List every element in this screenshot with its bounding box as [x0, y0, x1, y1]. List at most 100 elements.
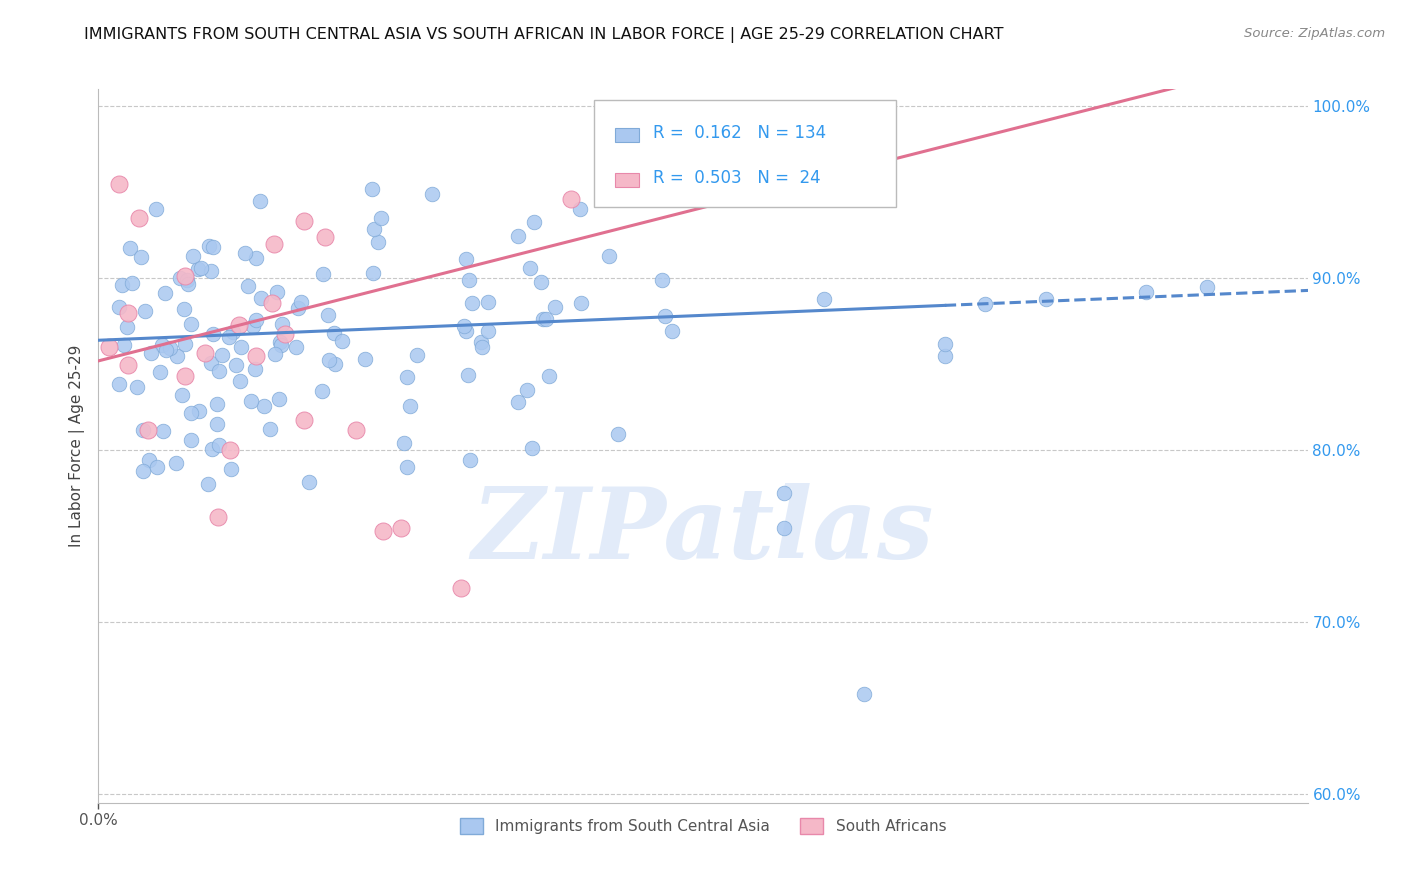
- Point: [450, 581, 472, 595]
- Point: [457, 368, 479, 382]
- Text: R =  0.162   N = 134: R = 0.162 N = 134: [654, 125, 827, 143]
- Point: [228, 318, 250, 332]
- Point: [218, 330, 240, 344]
- Point: [131, 250, 153, 264]
- Point: [274, 326, 297, 341]
- Point: [543, 300, 565, 314]
- Point: [107, 177, 129, 191]
- Point: [396, 460, 419, 475]
- Point: [205, 417, 228, 431]
- Point: [187, 262, 209, 277]
- Point: [519, 261, 541, 276]
- Point: [134, 303, 156, 318]
- Point: [202, 240, 225, 254]
- Point: [853, 688, 876, 702]
- Point: [471, 340, 494, 354]
- Point: [290, 295, 312, 310]
- Point: [661, 324, 683, 338]
- Point: [131, 464, 153, 478]
- Point: [229, 374, 252, 388]
- Y-axis label: In Labor Force | Age 25-29: In Labor Force | Age 25-29: [69, 345, 86, 547]
- Point: [98, 340, 121, 354]
- Point: [165, 456, 187, 470]
- Point: [170, 388, 193, 402]
- Point: [330, 334, 353, 349]
- Point: [219, 442, 242, 457]
- Point: [269, 334, 291, 349]
- Point: [294, 413, 316, 427]
- Point: [198, 238, 221, 252]
- Point: [177, 277, 200, 292]
- Point: [240, 394, 263, 409]
- Point: [236, 278, 259, 293]
- Point: [108, 300, 131, 314]
- Point: [145, 459, 167, 474]
- Point: [183, 249, 205, 263]
- Point: [361, 181, 384, 195]
- Point: [173, 369, 195, 384]
- FancyBboxPatch shape: [595, 100, 897, 207]
- Point: [312, 267, 335, 281]
- Text: ZIPatlas: ZIPatlas: [472, 483, 934, 580]
- Point: [398, 399, 420, 413]
- Point: [176, 273, 198, 287]
- Point: [197, 477, 219, 491]
- Point: [211, 348, 233, 362]
- Point: [772, 486, 794, 500]
- Point: [568, 202, 591, 216]
- Point: [125, 380, 148, 394]
- Point: [118, 241, 141, 255]
- Point: [145, 202, 167, 217]
- FancyBboxPatch shape: [614, 128, 638, 142]
- Point: [201, 326, 224, 341]
- Point: [264, 347, 287, 361]
- Text: Source: ZipAtlas.com: Source: ZipAtlas.com: [1244, 27, 1385, 40]
- Point: [201, 442, 224, 456]
- Point: [173, 301, 195, 316]
- FancyBboxPatch shape: [614, 173, 638, 187]
- Point: [229, 340, 252, 354]
- Point: [208, 364, 231, 378]
- Point: [260, 295, 283, 310]
- Point: [166, 349, 188, 363]
- Point: [121, 276, 143, 290]
- Point: [194, 346, 217, 360]
- Point: [420, 187, 443, 202]
- Point: [396, 370, 419, 384]
- Point: [298, 475, 321, 489]
- Point: [207, 510, 229, 524]
- Point: [389, 521, 412, 535]
- Point: [651, 272, 673, 286]
- Point: [1035, 292, 1057, 306]
- Point: [138, 452, 160, 467]
- Point: [1195, 280, 1218, 294]
- Point: [392, 436, 415, 450]
- Point: [235, 245, 257, 260]
- Point: [516, 384, 538, 398]
- Point: [371, 524, 394, 539]
- Point: [159, 341, 181, 355]
- Point: [531, 311, 554, 326]
- Point: [654, 309, 676, 323]
- Point: [149, 365, 172, 379]
- Point: [173, 268, 195, 283]
- Point: [208, 438, 231, 452]
- Point: [139, 346, 162, 360]
- Point: [200, 356, 222, 370]
- Point: [405, 349, 427, 363]
- Point: [523, 215, 546, 229]
- Point: [110, 277, 132, 292]
- Point: [934, 336, 956, 351]
- Point: [506, 229, 529, 244]
- Point: [169, 271, 191, 285]
- Point: [245, 361, 267, 376]
- Point: [323, 357, 346, 371]
- Point: [250, 291, 273, 305]
- Point: [344, 423, 367, 437]
- Point: [285, 340, 308, 354]
- Point: [180, 317, 202, 331]
- Point: [180, 433, 202, 447]
- Point: [363, 222, 385, 236]
- Point: [287, 301, 309, 315]
- Point: [534, 312, 557, 326]
